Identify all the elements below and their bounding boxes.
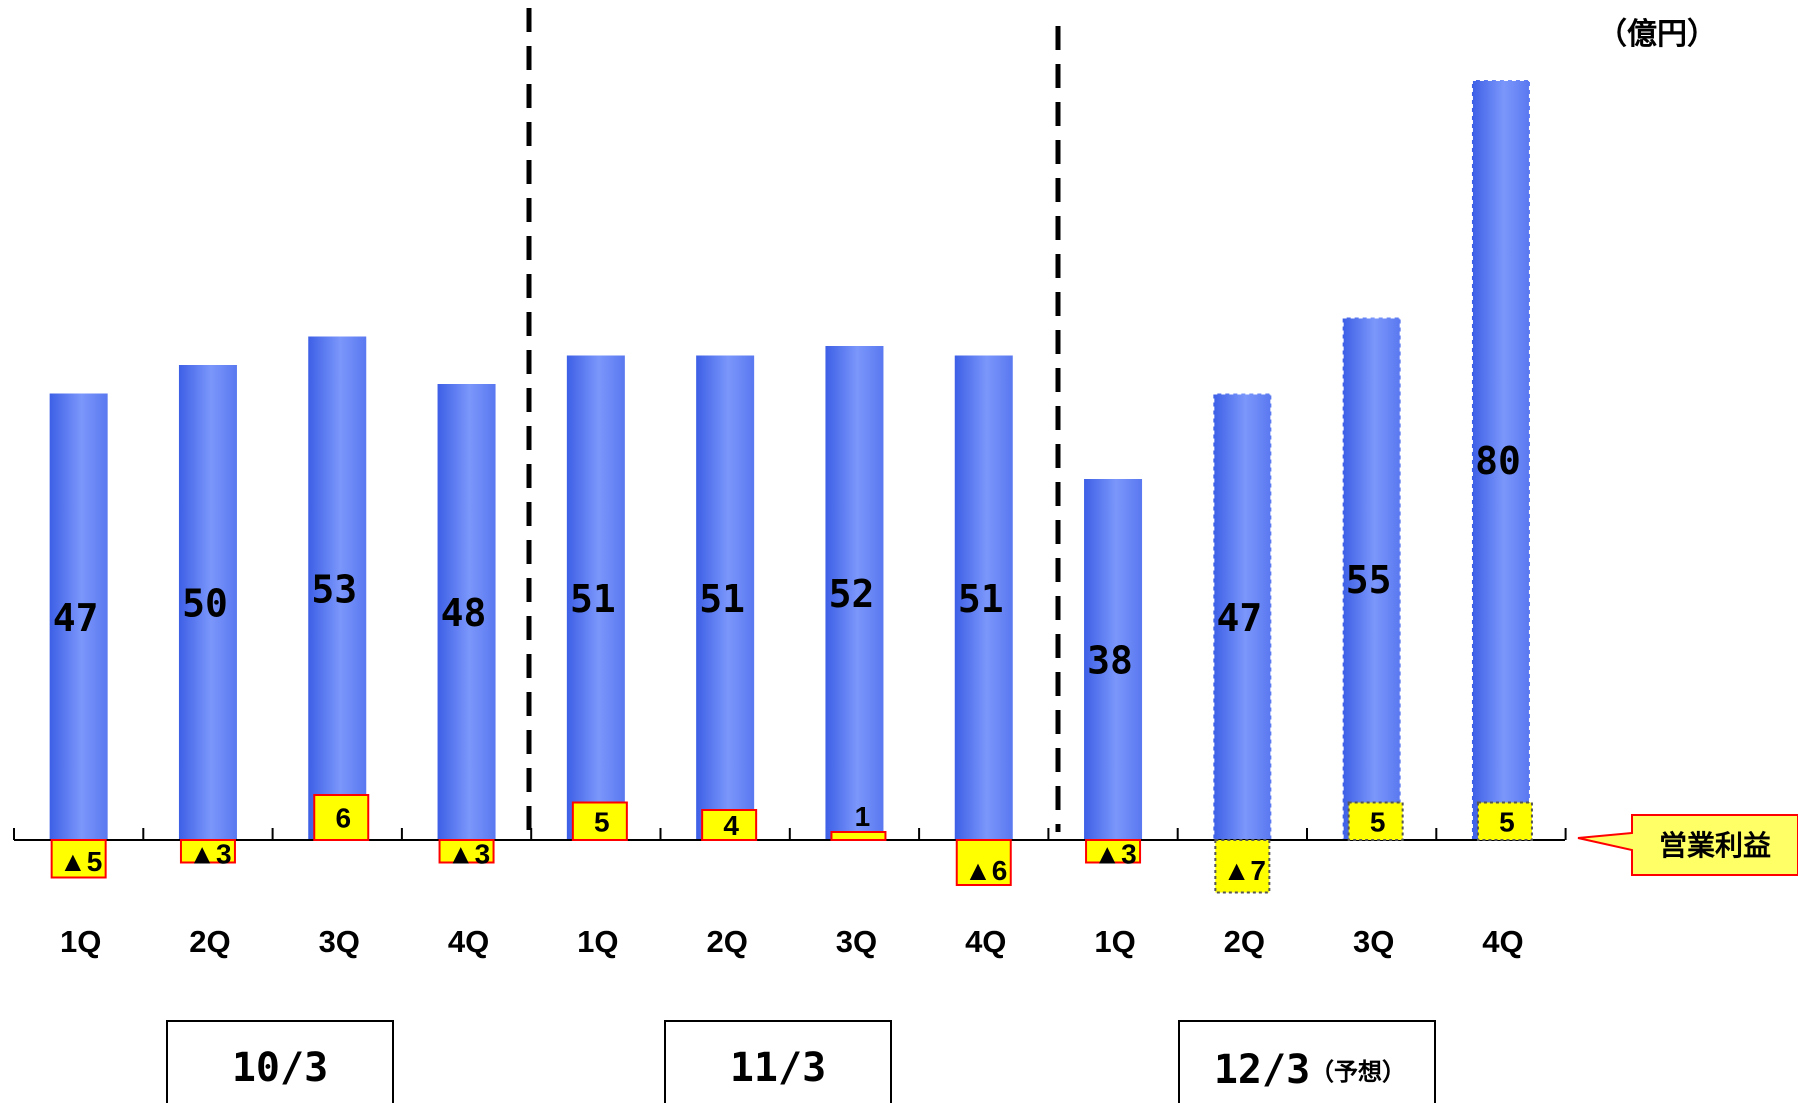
quarter-label: 1Q xyxy=(60,924,101,959)
operating-profit-box xyxy=(1085,839,1142,864)
revenue-bar xyxy=(1341,316,1402,841)
quarter-label: 1Q xyxy=(1094,924,1135,959)
revenue-value-label: 48 xyxy=(441,591,487,635)
operating-profit-label: ▲5 xyxy=(59,846,102,877)
x-axis-ticks xyxy=(13,828,1567,840)
operating-profit-label: 1 xyxy=(855,801,871,832)
revenue-bar xyxy=(1212,392,1273,841)
operating-profit-box xyxy=(1214,839,1271,894)
operating-profit-label: 5 xyxy=(1499,806,1515,837)
revenue-bar xyxy=(178,365,237,840)
quarter-label: 2Q xyxy=(1224,924,1265,959)
quarter-label: 3Q xyxy=(319,924,360,959)
operating-profit-label: 5 xyxy=(1370,806,1386,837)
revenue-value-labels: 47 50 53 48 51 51 52 51 38 47 55 80 xyxy=(53,439,1521,683)
revenue-bar xyxy=(437,384,496,840)
quarter-label: 4Q xyxy=(1482,924,1523,959)
quarter-label: 2Q xyxy=(189,924,230,959)
operating-profit-box xyxy=(179,839,236,864)
revenue-value-label: 47 xyxy=(1216,596,1262,640)
legend-callout-text: 営業利益 xyxy=(1659,830,1771,861)
operating-profit-label: ▲3 xyxy=(188,838,231,869)
operating-profit-label: 6 xyxy=(335,803,351,834)
quarter-label: 4Q xyxy=(965,924,1006,959)
period-box xyxy=(664,1020,892,1103)
revenue-bar xyxy=(308,336,367,840)
operating-profit-label: ▲6 xyxy=(964,855,1007,886)
operating-profit-box xyxy=(438,839,495,864)
revenue-value-label: 55 xyxy=(1346,558,1392,602)
operating-profit-label: 4 xyxy=(723,810,739,841)
operating-profit-label: ▲3 xyxy=(1093,838,1136,869)
operating-profit-box xyxy=(313,794,370,841)
legend-callout-shape xyxy=(1577,814,1798,876)
quarter-label: 3Q xyxy=(836,924,877,959)
revenue-bars xyxy=(49,79,1531,841)
period-label-10-3: 10/3 xyxy=(166,1020,394,1103)
operating-profit-box xyxy=(955,839,1012,886)
quarter-labels: 1Q 2Q 3Q 4Q 1Q 2Q 3Q 4Q 1Q 2Q 3Q 4Q xyxy=(60,924,1524,959)
operating-profit-label: ▲3 xyxy=(447,838,490,869)
period-label: 12/3 xyxy=(1214,1047,1310,1093)
revenue-value-label: 50 xyxy=(182,582,228,626)
revenue-value-label: 53 xyxy=(311,567,357,611)
unit-label: （億円） xyxy=(1597,17,1717,51)
revenue-value-label: 80 xyxy=(1475,439,1521,483)
revenue-value-label: 47 xyxy=(53,596,99,640)
period-label-12-3: 12/3 （予想） xyxy=(1178,1020,1436,1103)
operating-profit-label: 5 xyxy=(594,806,610,837)
operating-profit-box xyxy=(701,809,758,841)
revenue-value-label: 51 xyxy=(570,577,616,621)
period-box xyxy=(1178,1020,1436,1103)
quarter-label: 3Q xyxy=(1353,924,1394,959)
period-dividers xyxy=(526,8,1061,832)
operating-profit-box xyxy=(1347,801,1404,841)
period-label: 11/3 xyxy=(730,1045,826,1091)
quarter-label: 2Q xyxy=(706,924,747,959)
operating-profit-label: ▲7 xyxy=(1223,855,1266,886)
revenue-bar xyxy=(566,355,625,840)
quarter-label: 4Q xyxy=(448,924,489,959)
period-label: 10/3 xyxy=(232,1045,328,1091)
period-note: （予想） xyxy=(1310,1059,1406,1086)
revenue-bar xyxy=(1084,479,1143,840)
revenue-value-label: 51 xyxy=(699,577,745,621)
revenue-value-label: 51 xyxy=(958,577,1004,621)
operating-profit-box xyxy=(1476,801,1533,841)
operating-profit-box xyxy=(50,839,107,879)
operating-profit-box xyxy=(830,831,887,841)
operating-profit-boxes: ▲5 ▲3 6 ▲3 5 4 1 ▲6 ▲3 ▲7 5 5 xyxy=(50,794,1533,894)
legend-callout: 営業利益 xyxy=(1577,814,1798,876)
quarter-label: 1Q xyxy=(577,924,618,959)
revenue-bar xyxy=(825,346,884,840)
period-box xyxy=(166,1020,394,1103)
revenue-bar xyxy=(696,355,755,840)
revenue-bar xyxy=(954,355,1013,840)
revenue-value-label: 38 xyxy=(1087,639,1133,683)
period-label-11-3: 11/3 xyxy=(664,1020,892,1103)
revenue-value-label: 52 xyxy=(829,572,875,616)
revenue-bar xyxy=(49,393,108,840)
operating-profit-box xyxy=(571,801,628,841)
revenue-bar xyxy=(1470,79,1531,841)
